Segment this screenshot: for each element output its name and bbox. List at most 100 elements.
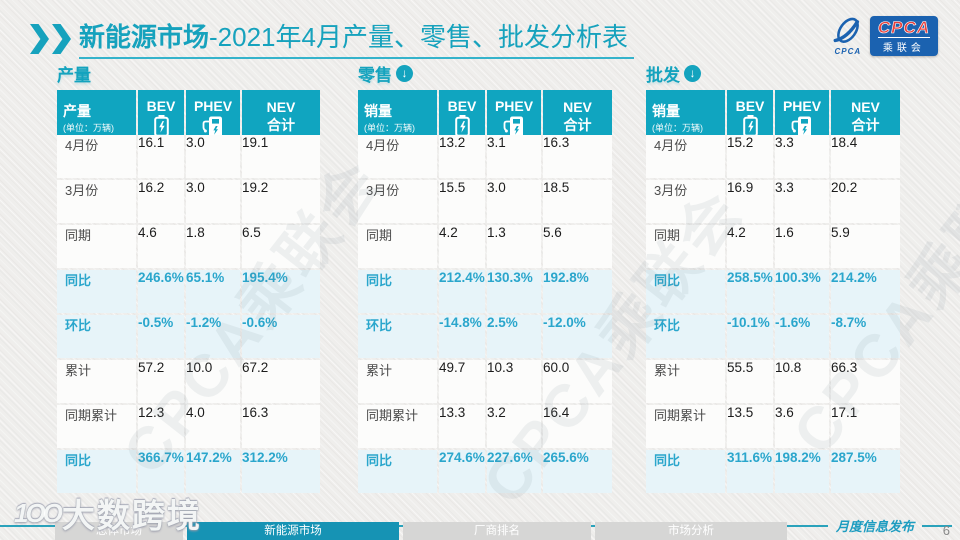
cell-value: 13.5: [727, 405, 773, 448]
cell-value: 4.2: [439, 225, 485, 268]
cell-value: 5.6: [543, 225, 612, 268]
circle-down-arrow-icon: ↓: [684, 64, 701, 82]
row-label: 环比: [646, 315, 725, 358]
nev-label: NEV: [563, 99, 592, 115]
cell-value: 1.3: [487, 225, 541, 268]
cell-value: -12.0%: [543, 315, 612, 358]
unit-label: (单位：万辆): [364, 122, 415, 133]
battery-icon: [153, 114, 169, 137]
row-label: 3月份: [358, 180, 437, 223]
nev-total-label: 合计: [563, 117, 592, 133]
cpca-badge: CPCA 乘联会: [869, 16, 938, 56]
cell-value: 10.8: [775, 360, 829, 403]
page-number: 6: [942, 523, 950, 538]
charging-pump-icon: [503, 115, 526, 137]
corner-label: 产量: [63, 102, 91, 119]
row-label: 同期: [358, 225, 437, 268]
cell-value: 19.2: [242, 180, 320, 223]
page-title-rest: -2021年4月产量、零售、批发分析表: [209, 22, 628, 52]
row-label: 环比: [57, 315, 136, 358]
row-label: 同期: [57, 225, 136, 268]
cell-value: -1.6%: [775, 315, 829, 358]
row-label: 同比: [646, 270, 725, 313]
cell-value: 15.5: [439, 180, 485, 223]
bev-label: BEV: [146, 97, 176, 114]
cell-value: 13.3: [439, 405, 485, 448]
data-table: 销量 (单位：万辆) BEV PHEV NEV 合计 4月份 15.2 3.3 18.4 3月份 16…: [646, 90, 900, 493]
page-title-emphasis: 新能源市场: [79, 22, 210, 52]
cpca-logo: CPCA CPCA 乘联会: [831, 16, 938, 56]
row-label: 同比: [358, 450, 437, 493]
nev-label: NEV: [851, 99, 880, 115]
row-label: 环比: [358, 315, 437, 358]
cell-value: 212.4%: [439, 270, 485, 313]
cell-value: 311.6%: [727, 450, 773, 493]
cell-value: 3.3: [775, 180, 829, 223]
cell-value: 16.2: [138, 180, 184, 223]
cell-value: 66.3: [831, 360, 900, 403]
cell-value: 18.4: [831, 135, 900, 178]
cell-value: 5.9: [831, 225, 900, 268]
nav-tab-3[interactable]: 厂商排名: [403, 522, 591, 540]
bev-label: BEV: [735, 97, 765, 114]
table-section-retail: 零售 ↓ 销量 (单位：万辆) BEV PHEV NEV 合计 4月份 13.2 3.1 16.3 3月…: [358, 60, 612, 493]
cell-value: 20.2: [831, 180, 900, 223]
row-label: 同期累计: [57, 405, 136, 448]
cell-value: 3.0: [186, 180, 240, 223]
corner-label: 销量: [652, 102, 680, 119]
cell-value: 366.7%: [138, 450, 184, 493]
row-label: 同期累计: [646, 405, 725, 448]
cell-value: -1.2%: [186, 315, 240, 358]
cell-value: 49.7: [439, 360, 485, 403]
unit-label: (单位：万辆): [652, 122, 703, 133]
cell-value: 1.8: [186, 225, 240, 268]
nav-tab-2[interactable]: 新能源市场: [187, 522, 399, 540]
corner-label: 销量: [364, 102, 392, 119]
cell-value: 3.0: [186, 135, 240, 178]
cell-value: 4.2: [727, 225, 773, 268]
nav-tab-4[interactable]: 市场分析: [595, 522, 787, 540]
nev-total-label: 合计: [267, 117, 295, 133]
cell-value: 60.0: [543, 360, 612, 403]
cell-value: 3.1: [487, 135, 541, 178]
cell-value: 4.6: [138, 225, 184, 268]
battery-icon: [454, 114, 470, 137]
cpca-emblem-icon: CPCA: [831, 17, 865, 56]
row-label: 3月份: [57, 180, 136, 223]
cpca-cn-name: 乘联会: [882, 43, 925, 54]
row-label: 同比: [646, 450, 725, 493]
row-label: 同比: [57, 270, 136, 313]
cell-value: 12.3: [138, 405, 184, 448]
cell-value: 195.4%: [242, 270, 320, 313]
cell-value: -8.7%: [831, 315, 900, 358]
row-label: 同期: [646, 225, 725, 268]
battery-icon: [742, 114, 758, 137]
cell-value: 3.6: [775, 405, 829, 448]
cell-value: 15.2: [727, 135, 773, 178]
section-label-text: 产量: [57, 65, 91, 85]
row-label: 同比: [358, 270, 437, 313]
section-label-text: 批发: [646, 65, 680, 85]
table-section-wholesale: 批发 ↓ 销量 (单位：万辆) BEV PHEV NEV 合计 4月份 15.2 3.3 18.4 3月…: [646, 60, 900, 493]
cell-value: 192.8%: [543, 270, 612, 313]
footer-note: 月度信息发布: [835, 519, 914, 534]
nav-tab-1[interactable]: 总体市场: [55, 522, 183, 540]
cell-value: 3.2: [487, 405, 541, 448]
row-label: 累计: [646, 360, 725, 403]
cell-value: 6.5: [242, 225, 320, 268]
bev-label: BEV: [447, 97, 477, 114]
cell-value: 287.5%: [831, 450, 900, 493]
data-table: 产量 (单位：万辆) BEV PHEV NEV 合计 4月份 16.1 3.0 19.1 3月份 16…: [57, 90, 320, 493]
circle-down-arrow-icon: ↓: [396, 64, 413, 82]
charging-pump-icon: [202, 115, 225, 137]
double-chevron-icon: [30, 24, 71, 54]
table-section-production: 产量 产量 (单位：万辆) BEV PHEV NEV 合计 4月份 16.1 3.0 19.1 3月份…: [57, 60, 320, 493]
cell-value: 17.1: [831, 405, 900, 448]
bottom-nav-tabs: 总体市场 新能源市场 厂商排名 市场分析: [55, 522, 787, 540]
cell-value: 18.5: [543, 180, 612, 223]
phev-label: PHEV: [193, 97, 233, 114]
cell-value: 4.0: [186, 405, 240, 448]
charging-pump-icon: [791, 115, 814, 137]
cell-value: 198.2%: [775, 450, 829, 493]
